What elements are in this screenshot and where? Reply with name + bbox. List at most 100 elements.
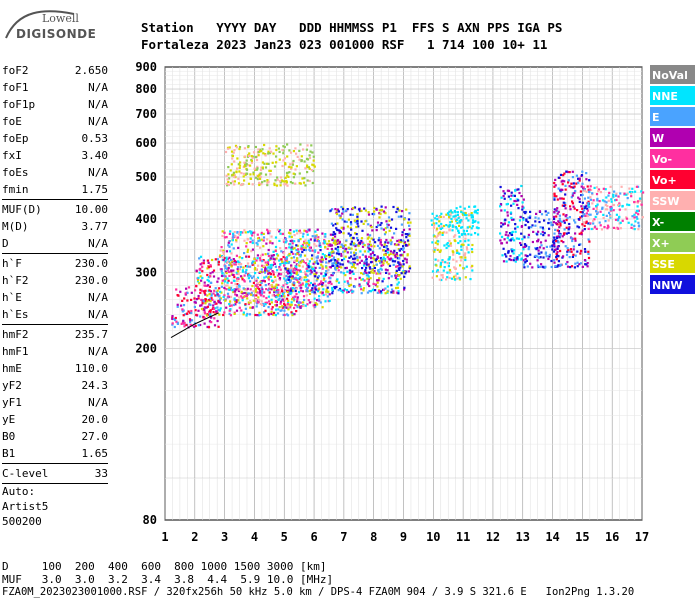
echo-point bbox=[576, 209, 579, 212]
echo-point bbox=[435, 264, 438, 267]
echo-point bbox=[589, 222, 592, 225]
echo-point bbox=[317, 262, 320, 265]
echo-point bbox=[201, 265, 204, 268]
echo-point bbox=[272, 257, 275, 260]
echo-point bbox=[562, 174, 565, 177]
echo-point bbox=[273, 311, 276, 314]
echo-point bbox=[508, 239, 511, 242]
echo-point bbox=[464, 258, 467, 262]
echo-point bbox=[304, 249, 308, 252]
echo-point bbox=[315, 279, 318, 282]
echo-point bbox=[630, 192, 633, 195]
echo-point bbox=[378, 216, 381, 219]
echo-point bbox=[320, 282, 323, 285]
echo-point bbox=[183, 297, 186, 300]
echo-point bbox=[589, 198, 592, 201]
echo-point bbox=[254, 156, 258, 159]
echo-point bbox=[199, 291, 202, 294]
echo-point bbox=[367, 211, 370, 214]
echo-point bbox=[446, 271, 449, 274]
echo-point bbox=[337, 269, 340, 272]
x-tick-label: 7 bbox=[340, 530, 347, 544]
echo-point bbox=[224, 150, 228, 154]
echo-point bbox=[295, 310, 298, 313]
echo-point bbox=[334, 267, 337, 270]
echo-point bbox=[283, 275, 286, 278]
echo-point bbox=[235, 279, 239, 282]
echo-point bbox=[280, 286, 283, 289]
echo-point bbox=[310, 267, 313, 270]
echo-point bbox=[206, 259, 209, 262]
echo-point bbox=[553, 236, 556, 239]
echo-point bbox=[396, 208, 399, 211]
echo-point bbox=[284, 176, 287, 179]
echo-point bbox=[357, 225, 360, 228]
echo-point bbox=[529, 262, 532, 265]
echo-point bbox=[343, 250, 346, 253]
echo-point bbox=[541, 226, 544, 229]
echo-point bbox=[548, 253, 551, 256]
echo-point bbox=[454, 234, 457, 237]
echo-point bbox=[251, 234, 254, 237]
echo-point bbox=[237, 182, 241, 185]
param-value: 33 bbox=[94, 467, 108, 480]
echo-point bbox=[510, 216, 513, 219]
echo-point bbox=[368, 240, 371, 243]
echo-point bbox=[216, 258, 219, 261]
echo-point bbox=[581, 229, 584, 232]
echo-point bbox=[618, 208, 621, 211]
echo-point bbox=[336, 278, 339, 281]
echo-point bbox=[277, 308, 280, 311]
echo-point bbox=[327, 253, 331, 256]
echo-point bbox=[281, 260, 284, 263]
echo-point bbox=[509, 211, 513, 214]
echo-point bbox=[371, 288, 374, 291]
echo-point bbox=[373, 270, 376, 273]
echo-point bbox=[386, 223, 389, 226]
echo-point bbox=[237, 284, 241, 287]
echo-point bbox=[328, 293, 331, 296]
echo-point bbox=[262, 152, 265, 155]
echo-point bbox=[579, 249, 583, 252]
echo-point bbox=[283, 302, 286, 306]
echo-point bbox=[249, 280, 252, 283]
echo-point bbox=[317, 283, 320, 286]
echo-point bbox=[355, 244, 358, 247]
echo-point bbox=[434, 258, 437, 261]
echo-point bbox=[218, 309, 221, 312]
echo-point bbox=[453, 266, 456, 269]
echo-point bbox=[500, 209, 503, 212]
echo-point bbox=[373, 245, 376, 248]
echo-point bbox=[350, 247, 353, 250]
echo-point bbox=[294, 168, 297, 171]
echo-point bbox=[285, 313, 289, 316]
echo-point bbox=[231, 289, 234, 292]
echo-point bbox=[562, 219, 566, 222]
echo-point bbox=[265, 296, 268, 300]
echo-point bbox=[231, 180, 234, 183]
echo-point bbox=[293, 173, 297, 176]
echo-point bbox=[467, 251, 470, 254]
echo-point bbox=[324, 273, 328, 276]
echo-point bbox=[249, 240, 252, 244]
echo-point bbox=[572, 253, 575, 256]
echo-point bbox=[466, 248, 469, 251]
echo-point bbox=[212, 292, 215, 295]
param-row: hmF1 N/A bbox=[2, 343, 108, 360]
echo-point bbox=[379, 241, 382, 244]
echo-point bbox=[311, 287, 314, 290]
echo-point bbox=[604, 188, 607, 191]
echo-point bbox=[471, 219, 475, 222]
echo-point bbox=[258, 257, 262, 260]
echo-point bbox=[587, 196, 590, 199]
echo-point bbox=[402, 239, 405, 242]
echo-point bbox=[393, 243, 397, 246]
echo-point bbox=[465, 217, 468, 220]
echo-point bbox=[225, 306, 228, 309]
param-value: 1.75 bbox=[81, 183, 109, 196]
echo-point bbox=[568, 256, 571, 259]
echo-point bbox=[215, 310, 218, 313]
echo-point bbox=[628, 187, 631, 190]
echo-point bbox=[510, 258, 513, 262]
echo-point bbox=[206, 294, 209, 297]
